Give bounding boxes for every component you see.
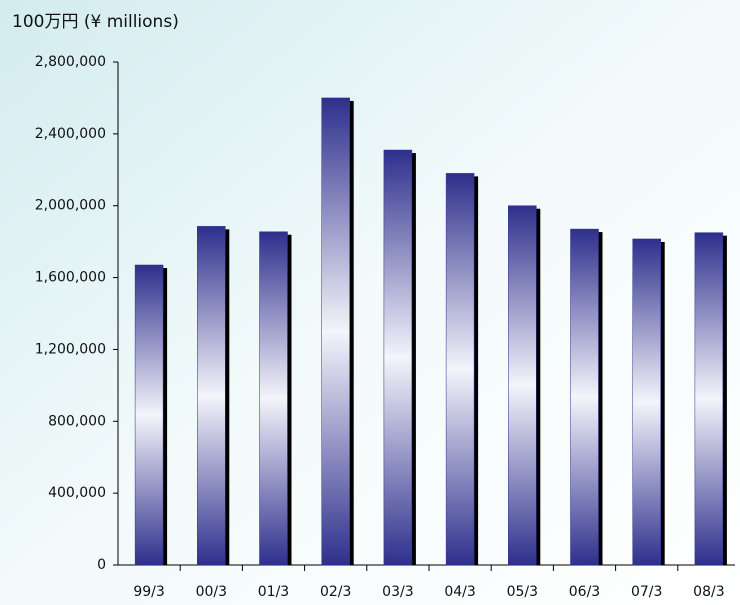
bar (134, 264, 164, 566)
bar (197, 226, 226, 566)
bar (383, 149, 413, 566)
x-tick-label: 06/3 (569, 584, 600, 600)
y-tick-label: 2,000,000 (35, 198, 106, 214)
x-tick-label: 00/3 (196, 584, 227, 600)
x-tick-label: 03/3 (382, 584, 413, 600)
y-tick-label: 400,000 (48, 485, 106, 501)
x-tick-label: 02/3 (320, 584, 351, 600)
bar (259, 231, 288, 566)
y-tick-label: 1,600,000 (35, 270, 106, 286)
x-tick-label: 99/3 (133, 584, 164, 600)
x-tick-label: 01/3 (258, 584, 289, 600)
y-tick-label: 1,200,000 (35, 341, 106, 357)
x-tick-label: 05/3 (507, 584, 538, 600)
bar (445, 173, 475, 566)
y-tick-label: 800,000 (48, 413, 106, 429)
x-tick-label: 04/3 (444, 584, 475, 600)
x-tick-label: 08/3 (693, 584, 724, 600)
bar (570, 228, 599, 566)
x-tick-label: 07/3 (631, 584, 662, 600)
y-tick-label: 0 (97, 557, 106, 573)
bar (632, 238, 661, 566)
y-tick-label: 2,800,000 (35, 54, 106, 70)
bar (508, 205, 537, 566)
bar (321, 97, 350, 566)
bar (694, 232, 724, 566)
y-tick-label: 2,400,000 (35, 126, 106, 142)
chart-title: 100万円 (¥ millions) (12, 12, 179, 32)
